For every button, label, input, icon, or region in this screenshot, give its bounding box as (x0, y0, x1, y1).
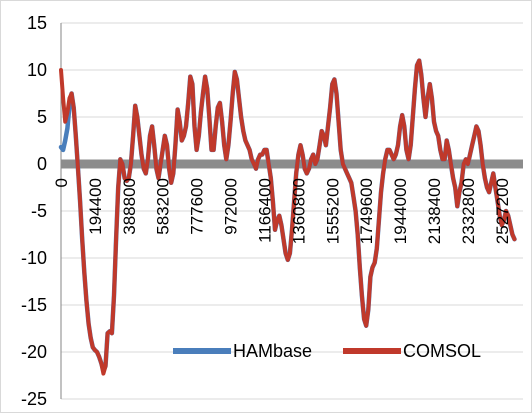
x-tick-label: 2527200 (493, 178, 512, 244)
y-tick-label: 5 (37, 107, 47, 127)
y-tick-label: -15 (21, 295, 47, 315)
legend-label-hambase: HAMbase (233, 341, 312, 361)
x-tick-label: 388800 (120, 178, 139, 235)
x-tick-labels: 0 194400 388800 583200 777600 972000 1166400 13… (52, 178, 512, 244)
x-tick-label: 777600 (188, 178, 207, 235)
y-tick-label: 0 (37, 154, 47, 174)
x-tick-label: 1166400 (255, 178, 274, 243)
x-tick-label: 2332800 (459, 178, 478, 244)
series-lines (58, 58, 517, 376)
x-tick-label: 1360800 (289, 178, 308, 244)
x-tick-label: 1555200 (323, 178, 342, 244)
x-tick-label: 0 (52, 178, 71, 187)
x-tick-label: 972000 (222, 178, 241, 235)
y-tick-label: -20 (21, 342, 47, 362)
legend: HAMbase COMSOL (173, 341, 481, 361)
y-tick-label: -25 (21, 389, 47, 409)
series-line-comsol (59, 58, 517, 376)
y-tick-labels: 15 10 5 0 -5 -10 -15 -20 -25 (21, 13, 47, 409)
x-tick-label: 2138400 (425, 178, 444, 244)
x-tick-label: 1944000 (391, 178, 410, 244)
legend-label-comsol: COMSOL (403, 341, 481, 361)
y-tick-label: -5 (31, 201, 47, 221)
y-tick-label: 10 (27, 60, 47, 80)
y-tick-label: 15 (27, 13, 47, 33)
x-tick-label: 583200 (154, 178, 173, 235)
x-tick-label: 194400 (86, 178, 105, 235)
x-tick-label: 1749600 (357, 178, 376, 244)
y-tick-label: -10 (21, 248, 47, 268)
